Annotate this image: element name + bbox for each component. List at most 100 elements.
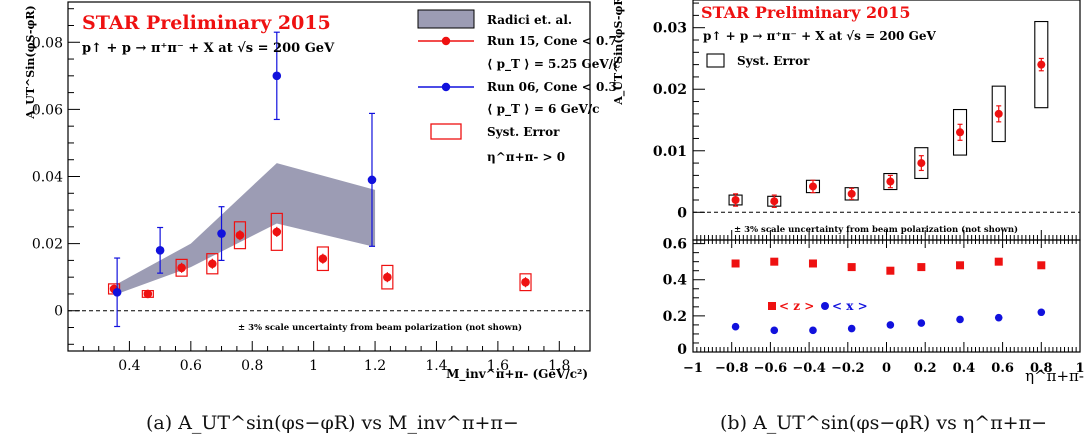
legend-run15-marker bbox=[441, 36, 451, 46]
data-point-b bbox=[847, 189, 856, 198]
caption-a: (a) A_UT^sin(φs−φR) vs M_inv^π+π− bbox=[146, 412, 519, 434]
x-tick-label-b: −0.4 bbox=[792, 361, 826, 376]
syst-box bbox=[175, 258, 188, 277]
x-marker bbox=[1037, 308, 1046, 317]
theory-band bbox=[117, 163, 376, 294]
plot-frame-b-bottom bbox=[692, 239, 1081, 353]
legend-run06-label: Run 06, Cone < 0.3 bbox=[487, 80, 617, 94]
y-tick-label-b: 0.01 bbox=[653, 144, 687, 160]
y-tick-label-b: 0.02 bbox=[653, 82, 687, 98]
caption-b: (b) A_UT^sin(φs−φR) vs η^π+π− bbox=[720, 412, 1047, 434]
chart-subtitle-b: p↑ + p → π⁺π⁻ + X at √s = 200 GeV bbox=[703, 29, 936, 43]
chart-subtitle-a: p↑ + p → π⁺π⁻ + X at √s = 200 GeV bbox=[82, 41, 335, 56]
x-marker bbox=[994, 313, 1003, 322]
syst-box-b bbox=[952, 108, 968, 156]
chart-panel-b: 0 0.01 0.02 0.03 0.2 0.4 0.6 0 −1 −0.8 −0.6 −0.4 −0.… bbox=[612, 0, 1084, 385]
annotation-b: ± 3% scale uncertainty from beam polariz… bbox=[734, 224, 1018, 235]
x-tick-label-a: 0.8 bbox=[241, 358, 263, 374]
y-axis-label-a: A_UT^Sin(φS-φR) bbox=[24, 5, 38, 120]
legend-syst-label: Syst. Error bbox=[487, 125, 560, 139]
x-tick-label-b: 0.6 bbox=[991, 361, 1014, 376]
data-point-b bbox=[731, 196, 740, 204]
y-tick-label-a: 0.06 bbox=[32, 102, 63, 118]
legend-a: Radici et. al. Run 15, Cone < 0.7 ⟨ p_T … bbox=[417, 9, 620, 164]
x-axis-label-b: η^π+π- bbox=[1025, 367, 1084, 385]
data-point-run15 bbox=[235, 230, 245, 240]
data-point-run15 bbox=[272, 227, 282, 237]
legend-x-marker bbox=[821, 302, 829, 310]
data-point-run06 bbox=[367, 175, 377, 185]
z-marker bbox=[956, 261, 965, 270]
chart-title-a: STAR Preliminary 2015 bbox=[82, 12, 331, 34]
data-point-run06 bbox=[112, 287, 122, 297]
legend-syst-swatch-b bbox=[706, 53, 725, 68]
x-tick-label-b: −0.6 bbox=[754, 361, 788, 376]
x-tick-label-b: 0 bbox=[882, 361, 891, 376]
caption-b-text: (b) A_UT^sin(φs−φR) vs η^π+π− bbox=[720, 412, 1048, 434]
x-tick-label-a: 0.4 bbox=[118, 358, 140, 374]
y-tick-label-sub: 0.4 bbox=[663, 273, 688, 289]
syst-box-b bbox=[844, 187, 859, 201]
data-marks-b bbox=[728, 20, 1049, 208]
z-marker bbox=[770, 257, 779, 266]
data-point-run15 bbox=[383, 272, 392, 282]
x-tick-label-a: 0.6 bbox=[180, 358, 202, 374]
chart-title-b: STAR Preliminary 2015 bbox=[701, 3, 911, 22]
legend-syst-label-b: Syst. Error bbox=[737, 54, 810, 68]
syst-box-b bbox=[1034, 20, 1049, 109]
syst-box bbox=[233, 221, 247, 250]
x-tick-label-a: 1 bbox=[309, 358, 318, 374]
data-point-run15 bbox=[143, 289, 153, 299]
z-marker bbox=[917, 263, 926, 272]
y-tick-label-a: 0 bbox=[54, 304, 63, 320]
y-tick-label-a: 0.04 bbox=[32, 170, 63, 186]
z-marker bbox=[847, 263, 856, 272]
data-point-run15 bbox=[521, 277, 530, 287]
x-tick-label-b: 0.8 bbox=[1030, 361, 1053, 376]
z-marker bbox=[1037, 261, 1046, 270]
legend-z-label: < z > bbox=[779, 299, 814, 313]
legend-z-marker bbox=[768, 302, 776, 310]
syst-box bbox=[381, 264, 394, 290]
figure-canvas: 0.4 0.6 0.8 1 1.2 1.4 1.6 1.800.020.040.060.08 … bbox=[24, 0, 1084, 385]
data-point-b bbox=[956, 128, 965, 137]
legend-run06-marker bbox=[441, 82, 451, 92]
x-tick-label-a: 1.8 bbox=[548, 358, 570, 374]
syst-box bbox=[206, 253, 219, 275]
syst-box bbox=[270, 212, 283, 251]
theory-band-layer bbox=[117, 163, 376, 294]
legend-run06-pt: ⟨ p_T ⟩ = 6 GeV/c bbox=[487, 102, 599, 117]
y-tick-label-a: 0.02 bbox=[32, 237, 63, 253]
y-axis-label-b: A_UT^Sin(φS-φR) bbox=[612, 0, 626, 106]
x-marker bbox=[731, 322, 740, 331]
x-axis-label-a: M_inv^π+π- (GeV/c²) bbox=[446, 367, 588, 382]
data-point-b bbox=[917, 159, 926, 168]
data-point-run06 bbox=[217, 229, 226, 238]
x-tick-label-a: 1.2 bbox=[364, 358, 386, 374]
data-point-run15 bbox=[177, 263, 186, 273]
data-point-run06 bbox=[272, 71, 282, 81]
syst-box-b bbox=[883, 172, 898, 191]
x-tick-label-b: −0.8 bbox=[715, 361, 749, 376]
x-marker bbox=[770, 326, 779, 335]
x-tick-label-b: −1 bbox=[683, 361, 703, 376]
y-tick-label-sub: 0.2 bbox=[663, 309, 687, 325]
x-marker bbox=[847, 324, 856, 333]
x-tick-label-a: 1.6 bbox=[487, 358, 509, 374]
syst-box-b bbox=[914, 147, 929, 180]
x-tick-label-a: 1.4 bbox=[425, 358, 447, 374]
y-tick-label-b: 0 bbox=[677, 205, 687, 221]
x-tick-label-b: −0.2 bbox=[831, 361, 865, 376]
legend-band-label: Radici et. al. bbox=[487, 13, 572, 27]
data-point-b bbox=[770, 197, 779, 206]
legend-syst-swatch bbox=[430, 123, 462, 140]
y-tick-label-a: 0.08 bbox=[32, 35, 63, 51]
syst-box bbox=[316, 246, 329, 272]
z-marker bbox=[808, 259, 817, 268]
caption-a-text: (a) A_UT^sin(φs−φR) vs M_inv^π+π− bbox=[146, 412, 519, 434]
axis-ticks-b: 0 0.01 0.02 0.03 0.2 0.4 0.6 0 −1 −0.8 −0.6 −0.4 −0.… bbox=[653, 2, 1084, 376]
data-point-b bbox=[808, 182, 817, 191]
x-marker bbox=[956, 315, 964, 324]
data-point-b bbox=[994, 109, 1003, 118]
z-marker bbox=[731, 259, 740, 268]
